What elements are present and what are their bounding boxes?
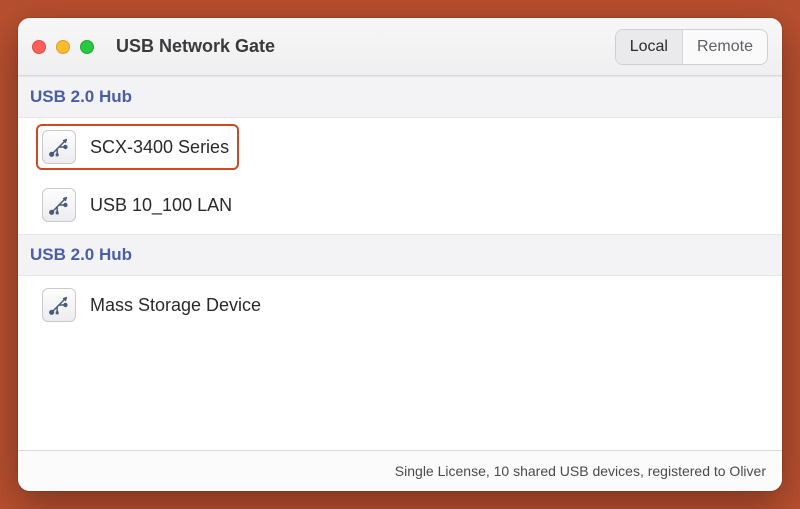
usb-icon (42, 288, 76, 322)
license-text: Single License, 10 shared USB devices, r… (395, 463, 766, 479)
tab-local[interactable]: Local (616, 30, 682, 64)
usb-icon (42, 130, 76, 164)
window-title: USB Network Gate (116, 36, 275, 57)
zoom-icon[interactable] (80, 40, 94, 54)
hub-header: USB 2.0 Hub (18, 76, 782, 118)
device-row[interactable]: USB 10_100 LAN (18, 176, 782, 234)
close-icon[interactable] (32, 40, 46, 54)
minimize-icon[interactable] (56, 40, 70, 54)
window-controls (32, 40, 94, 54)
device-row[interactable]: Mass Storage Device (18, 276, 782, 334)
app-window: USB Network Gate Local Remote USB 2.0 Hu… (18, 18, 782, 491)
device-name: Mass Storage Device (90, 295, 261, 316)
device-name: USB 10_100 LAN (90, 195, 232, 216)
titlebar: USB Network Gate Local Remote (18, 18, 782, 76)
tab-remote[interactable]: Remote (682, 30, 767, 64)
usb-icon (42, 188, 76, 222)
status-bar: Single License, 10 shared USB devices, r… (18, 450, 782, 491)
hub-header: USB 2.0 Hub (18, 234, 782, 276)
device-name: SCX-3400 Series (90, 137, 229, 158)
mode-tabs: Local Remote (615, 29, 768, 65)
device-row[interactable]: SCX-3400 Series (18, 118, 782, 176)
device-list: USB 2.0 Hub SCX-3400 Series USB 10_100 L… (18, 76, 782, 450)
